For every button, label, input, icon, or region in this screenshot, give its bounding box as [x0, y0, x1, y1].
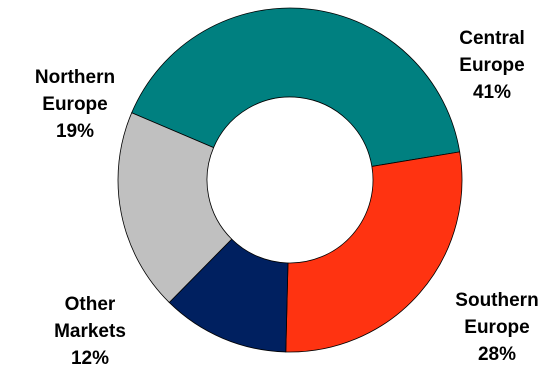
donut-slices — [117, 7, 463, 353]
slice-label-line: 28% — [478, 344, 516, 365]
slice-label-southern-europe: Southern Europe 28% — [455, 290, 538, 365]
slice-label-line: Southern — [455, 290, 538, 311]
slice-label-line: Central — [459, 28, 524, 49]
slice-central-europe — [131, 7, 461, 167]
slice-southern-europe — [285, 151, 463, 353]
slice-label-line: Europe — [464, 317, 529, 338]
slice-label-line: Europe — [42, 94, 107, 115]
slice-label-line: Europe — [459, 55, 524, 76]
slice-label-line: 19% — [56, 121, 94, 142]
slice-label-line: 12% — [71, 348, 109, 369]
slice-label-central-europe: Central Europe 41% — [459, 28, 524, 103]
slice-label-line: 41% — [473, 82, 511, 103]
slice-label-line: Markets — [54, 321, 126, 342]
slice-label-line: Other — [65, 294, 116, 315]
slice-label-other-markets: Other Markets 12% — [54, 294, 126, 369]
slice-label-line: Northern — [35, 67, 115, 88]
slice-label-northern-europe: Northern Europe 19% — [35, 67, 115, 142]
slice-northern-europe — [117, 112, 233, 304]
donut-labels: Central Europe 41% Southern Europe 28% Other Ma… — [35, 28, 539, 369]
